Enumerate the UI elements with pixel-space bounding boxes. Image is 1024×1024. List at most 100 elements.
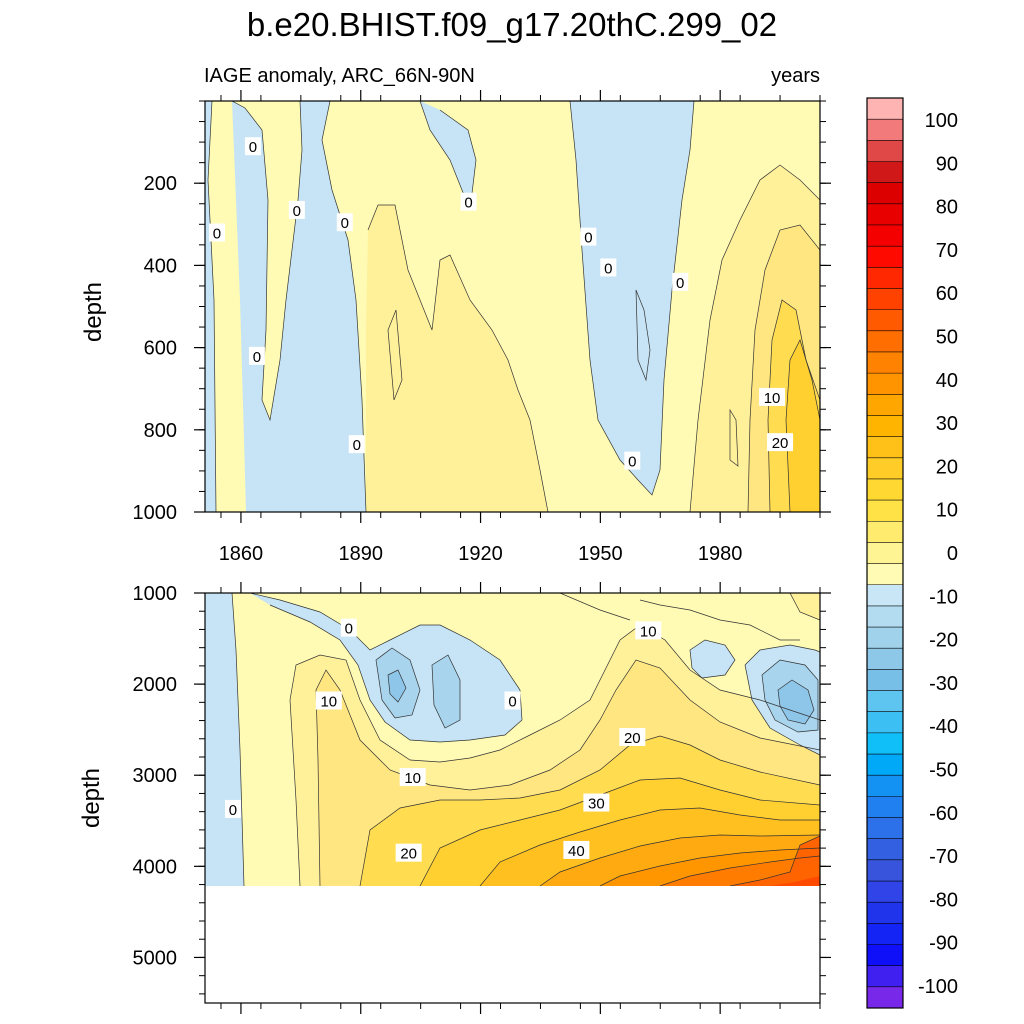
lower-panel: 1000 2000 3000 4000 5000 0 10 0 10 20 0 10 20 30 40 [133, 582, 831, 1014]
contour-label: 10 [759, 387, 786, 407]
colorbar-tick-label: 70 [936, 240, 958, 262]
colorbar-tick-label: 30 [936, 413, 958, 435]
contour-label-text: 0 [628, 454, 636, 471]
colorbar-swatch [867, 711, 903, 734]
colorbar-swatch [867, 563, 903, 586]
colorbar-swatch [867, 754, 903, 776]
colorbar-tick-label: -70 [929, 846, 958, 868]
colorbar-swatch [867, 267, 903, 289]
colorbar-tick-label: -60 [929, 803, 958, 825]
colorbar-swatch [867, 161, 903, 183]
colorbar-tick-label: 80 [936, 197, 958, 219]
lower-pos-region-10 [770, 876, 820, 886]
contour-label: 20 [767, 433, 794, 452]
upper-pos-region-5 [786, 340, 820, 512]
contour-label: 0 [248, 346, 265, 366]
colorbar-tick-label: -90 [929, 933, 958, 955]
contour-label-bg [348, 435, 365, 454]
colorbar-swatch [867, 140, 903, 162]
colorbar-swatch [867, 881, 903, 903]
upper-panel-fill [205, 101, 820, 512]
contour-label: 10 [399, 768, 426, 787]
contour-label: 0 [288, 200, 305, 220]
contour-label-text: 0 [253, 349, 261, 366]
contour-label-bg [635, 621, 662, 640]
x-tick-label: 1950 [578, 543, 623, 565]
colorbar-swatch [867, 732, 903, 755]
contour-label: 40 [563, 840, 590, 860]
contour-label: 0 [224, 799, 241, 819]
colorbar-swatch [867, 436, 903, 459]
colorbar-swatch [867, 944, 903, 966]
contour-label: 0 [504, 691, 521, 711]
y-tick-label: 800 [144, 420, 177, 442]
contour-label: 0 [624, 451, 641, 471]
colorbar-tick-label: -80 [929, 889, 958, 911]
x-tick-label: 1980 [698, 543, 743, 565]
contour-label: 0 [600, 258, 617, 277]
contour-label-bg [399, 768, 426, 787]
contour-label-text: 40 [568, 843, 585, 860]
contour-label-text: 0 [584, 230, 592, 247]
contour-label: 0 [672, 272, 689, 292]
contour-label-text: 10 [320, 694, 337, 711]
colorbar-swatch [867, 965, 903, 988]
colorbar-swatch [867, 648, 903, 670]
colorbar-swatch [867, 669, 903, 691]
contour-label-bg [580, 227, 597, 246]
colorbar-swatch [867, 288, 903, 310]
colorbar-swatch [867, 98, 903, 120]
lower-panel-frame [204, 592, 821, 1004]
upper-y-axis-label: depth [80, 282, 107, 342]
lower-contour-labels: 0 10 0 10 20 0 10 20 30 40 [224, 618, 662, 863]
colorbar-tick-label: 60 [936, 283, 958, 305]
contour-label-text: 10 [764, 390, 781, 407]
y-tick-label: 400 [144, 255, 177, 277]
y-tick-label: 3000 [133, 765, 178, 787]
colorbar-swatch [867, 542, 903, 564]
contour-label-text: 0 [341, 215, 349, 232]
colorbar-swatch [867, 478, 903, 501]
colorbar-tick-label: 10 [936, 500, 958, 522]
colorbar-tick-label: 40 [936, 370, 958, 392]
contour-label-text: 0 [604, 260, 612, 277]
contour-label: 10 [315, 691, 342, 711]
contour-label: 0 [460, 192, 477, 212]
x-tick-label: 1890 [338, 543, 383, 565]
lower-neg-region-4 [432, 655, 460, 728]
colorbar-swatch [867, 775, 903, 797]
colorbar-swatch [867, 838, 903, 861]
colorbar-swatch [867, 500, 903, 522]
colorbar-swatch [867, 330, 903, 353]
contour-label-bg [248, 346, 265, 365]
colorbar-swatch [867, 796, 903, 818]
colorbar-tick-label: 20 [936, 456, 958, 478]
contour-label-text: 20 [400, 846, 417, 863]
colorbar-swatch [867, 521, 903, 543]
contour-label-text: 10 [640, 623, 657, 640]
colorbar-tick-label: 90 [936, 153, 958, 175]
y-tick-label: 5000 [133, 947, 178, 969]
colorbar-swatch [867, 203, 903, 226]
y-tick-label: 600 [144, 338, 177, 360]
colorbar-swatch [867, 309, 903, 332]
contour-label-bg [395, 843, 422, 862]
contour-label-text: 0 [676, 275, 684, 292]
colorbar-swatch [867, 119, 903, 141]
contour-label: 0 [244, 137, 261, 156]
colorbar-swatch [867, 373, 903, 395]
contour-label-bg [563, 840, 590, 859]
lower-pos-region-11 [790, 593, 820, 620]
colorbar-tick-label: -30 [929, 673, 958, 695]
colorbar-frame [866, 97, 904, 1009]
colorbar-swatch [867, 627, 903, 649]
contour-label: 0 [580, 227, 597, 247]
colorbar-swatch [867, 902, 903, 924]
contour-label-bg [600, 258, 617, 277]
x-tick-label: 1920 [458, 543, 503, 565]
colorbar-swatch [867, 182, 903, 205]
upper-neg-region-3 [420, 101, 476, 210]
